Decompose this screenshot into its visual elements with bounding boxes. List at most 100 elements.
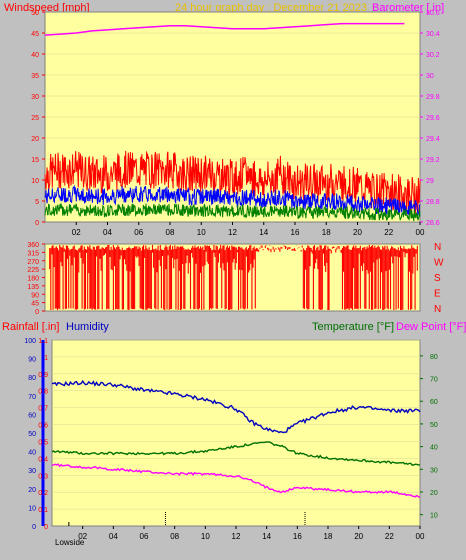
wind-tick-label: 20 — [31, 136, 39, 143]
temperature-tick-label: 40 — [430, 445, 438, 452]
humidity-tick-label: 40 — [28, 450, 36, 457]
humidity-axis-title: Humidity — [66, 321, 109, 333]
rainfall-tick-label: 0.5 — [38, 439, 48, 446]
x-tick-label: 10 — [197, 228, 206, 237]
barometer-tick-label: 30.6 — [426, 10, 440, 17]
wind-tick-label: 40 — [31, 52, 39, 59]
x-tick-label: 04 — [109, 532, 118, 541]
wind-average-line — [44, 184, 421, 216]
compass-label: S — [434, 273, 441, 284]
temperature-tick-label: 50 — [430, 422, 438, 429]
x-tick-label: 16 — [293, 532, 302, 541]
x-tick-label: 02 — [72, 228, 81, 237]
direction-tick-label: 270 — [27, 259, 39, 266]
x-tick-label: 08 — [170, 532, 179, 541]
compass-label: W — [434, 258, 444, 269]
direction-tick-label: 45 — [31, 301, 39, 308]
direction-tick-label: 225 — [27, 267, 39, 274]
x-tick-label: 08 — [166, 228, 175, 237]
humidity-tick-label: 0 — [32, 524, 36, 531]
rainfall-tick-label: 0.2 — [38, 490, 48, 497]
temperature-tick-label: 60 — [430, 399, 438, 406]
barometer-tick-label: 29.8 — [426, 94, 440, 101]
direction-tick-label: 180 — [27, 276, 39, 283]
rainfall-tick-label: 1 — [44, 355, 48, 362]
rainfall-axis-title: Rainfall [.in] — [2, 321, 59, 333]
x-tick-label: 02 — [78, 532, 87, 541]
temperature-tick-label: 20 — [430, 490, 438, 497]
rainfall-tick-label: 1.1 — [38, 338, 48, 345]
rainfall-tick-label: 0.9 — [38, 372, 48, 379]
direction-tick-label: 360 — [27, 242, 39, 249]
wind-left-axis: 0 5 10 15 20 25 30 35 40 45 50 — [31, 10, 45, 227]
direction-series — [49, 244, 418, 311]
barometer-tick-label: 29.4 — [426, 136, 440, 143]
temperature-line — [51, 441, 421, 466]
windspeed-line — [44, 150, 421, 214]
lowside-label: Lowside — [55, 538, 85, 547]
x-tick-label: 00 — [416, 228, 425, 237]
x-tick-label: 14 — [262, 532, 271, 541]
rainfall-axis: 0 0.1 0.2 0.3 0.4 0.5 0.6 0.7 0.8 0.9 1 1.1 — [38, 338, 48, 531]
humidity-tick-label: 20 — [28, 487, 36, 494]
wind-tick-label: 50 — [31, 10, 39, 17]
humidity-tick-label: 80 — [28, 375, 36, 382]
rainfall-tick-label: 0.6 — [38, 423, 48, 430]
lower-x-axis: 02 04 06 08 10 12 14 16 18 20 22 00 — [78, 526, 425, 541]
wind-tick-label: 30 — [31, 94, 39, 101]
compass-label: N — [434, 304, 441, 315]
wind-tick-label: 5 — [35, 199, 39, 206]
rainfall-tick-label: 0.8 — [38, 389, 48, 396]
barometer-tick-label: 30.4 — [426, 31, 440, 38]
direction-tick-label: 0 — [35, 309, 39, 316]
barometer-line — [44, 22, 405, 36]
dewpoint-axis-title: Dew Point [°F] — [396, 321, 466, 333]
x-tick-label: 06 — [134, 228, 143, 237]
barometer-tick-label: 29.6 — [426, 115, 440, 122]
compass-label: N — [434, 242, 441, 253]
lower-series — [51, 379, 421, 526]
x-tick-label: 14 — [259, 228, 268, 237]
temperature-tick-label: 10 — [430, 513, 438, 520]
barometer-tick-label: 30 — [426, 73, 434, 80]
humidity-line — [51, 379, 421, 434]
wind-tick-label: 35 — [31, 73, 39, 80]
humidity-tick-label: 100 — [24, 338, 36, 345]
wind-tick-label: 45 — [31, 31, 39, 38]
direction-tick-label: 315 — [27, 250, 39, 257]
direction-tick-label: 90 — [31, 292, 39, 299]
humidity-tick-label: 10 — [28, 505, 36, 512]
humidity-axis: 0 10 20 30 40 50 60 70 80 90 100 — [24, 338, 36, 531]
x-tick-label: 18 — [322, 228, 331, 237]
rainfall-tick-label: 0.7 — [38, 406, 48, 413]
temperature-tick-label: 30 — [430, 467, 438, 474]
x-tick-label: 12 — [232, 532, 241, 541]
humidity-tick-label: 90 — [28, 357, 36, 364]
x-tick-label: 16 — [291, 228, 300, 237]
barometer-tick-label: 29 — [426, 178, 434, 185]
wind-tick-label: 0 — [35, 220, 39, 227]
humidity-tick-label: 60 — [28, 412, 36, 419]
wind-tick-label: 25 — [31, 115, 39, 122]
barometer-tick-label: 28.6 — [426, 220, 440, 227]
wind-minimum-line — [44, 203, 421, 222]
barometer-axis-title: Barometer [.in] — [372, 2, 444, 14]
temperature-axis: 10 20 30 40 50 60 70 80 — [420, 354, 438, 520]
lower-grid — [52, 339, 420, 510]
temperature-axis-title: Temperature [°F] — [312, 321, 394, 333]
windspeed-axis-title: Windspeed [mph] — [4, 2, 90, 14]
barometer-tick-label: 30.2 — [426, 52, 440, 59]
barometer-tick-label: 29.2 — [426, 157, 440, 164]
rainfall-tick-label: 0.3 — [38, 473, 48, 480]
x-tick-label: 10 — [201, 532, 210, 541]
x-tick-label: 00 — [416, 532, 425, 541]
rainfall-tick-label: 0.4 — [38, 456, 48, 463]
humidity-tick-label: 70 — [28, 394, 36, 401]
wind-tick-label: 15 — [31, 157, 39, 164]
wind-x-axis: 02 04 06 08 10 12 14 16 18 20 22 00 — [72, 222, 425, 237]
humidity-tick-label: 30 — [28, 468, 36, 475]
